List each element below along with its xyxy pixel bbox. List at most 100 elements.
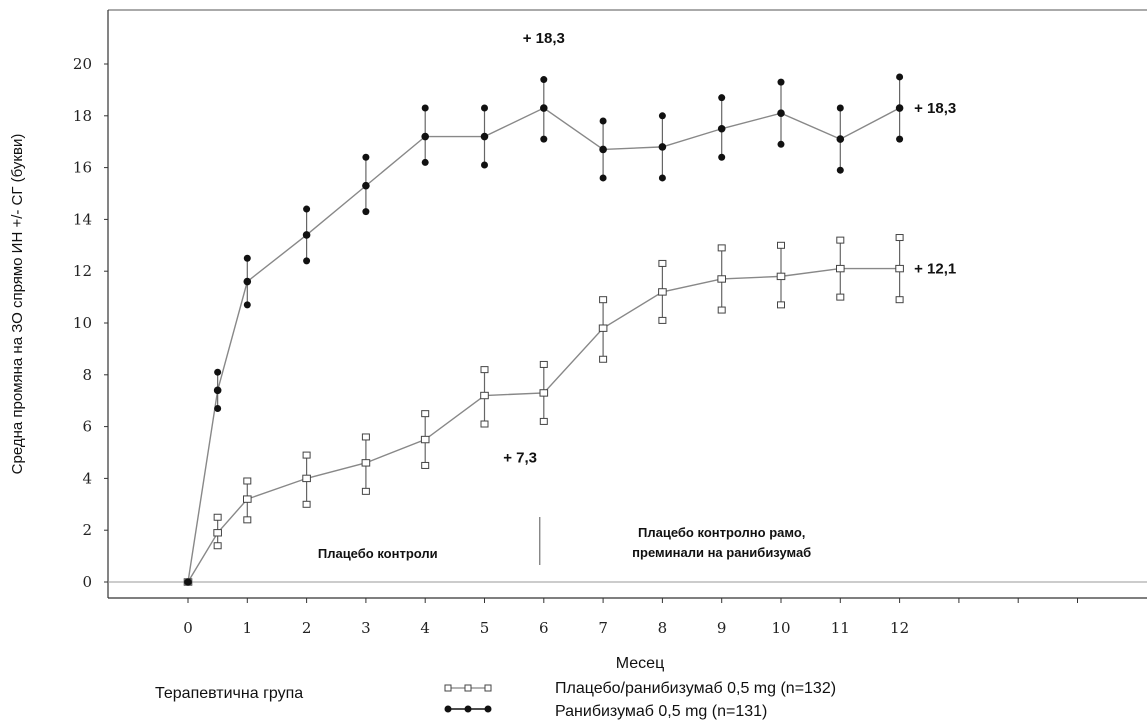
x-tick-label: 1	[243, 619, 253, 637]
data-point	[420, 435, 430, 444]
data-point	[362, 181, 370, 190]
data-point	[302, 231, 311, 239]
data-point	[302, 474, 311, 483]
data-point	[895, 104, 904, 112]
y-tick-label: 4	[82, 469, 92, 487]
error-cap-marker	[302, 500, 311, 508]
error-cap-marker	[540, 76, 548, 84]
series-line	[187, 267, 900, 583]
error-cap-marker	[540, 135, 548, 143]
error-cap-marker	[539, 417, 548, 425]
error-cap-marker	[718, 153, 726, 161]
x-tick-label: 4	[420, 619, 430, 637]
data-point	[599, 145, 607, 154]
error-cap-marker	[243, 516, 252, 524]
data-point	[480, 132, 489, 141]
error-cap-marker	[717, 306, 726, 314]
data-point	[243, 277, 252, 286]
annotation-label: + 7,3	[503, 450, 537, 467]
error-cap-marker	[481, 104, 488, 112]
x-tick-label: 7	[598, 619, 608, 637]
legend-dot	[464, 705, 472, 713]
error-cap-marker	[362, 153, 370, 161]
x-tick-label: 10	[771, 619, 790, 637]
error-cap-marker	[539, 360, 548, 368]
data-point	[421, 132, 430, 141]
legend-title: Терапевтична група	[155, 685, 303, 702]
error-cap-marker	[303, 257, 311, 265]
data-point	[658, 288, 667, 296]
error-cap-marker	[243, 477, 252, 485]
error-cap-marker	[213, 542, 222, 550]
error-cap-marker	[836, 293, 845, 301]
data-point	[213, 386, 222, 395]
y-tick-label: 8	[82, 366, 92, 384]
data-point	[658, 143, 667, 151]
error-cap-marker	[214, 368, 222, 376]
y-tick-label: 14	[73, 210, 92, 228]
error-cap-marker	[836, 104, 844, 112]
error-cap-marker	[658, 316, 667, 324]
error-cap-marker	[777, 241, 785, 249]
legend-square	[484, 684, 492, 692]
region-label-crossover: преминали на ранибизумаб	[632, 545, 811, 560]
legend-square	[464, 684, 472, 692]
annotation-label: + 18,3	[914, 100, 956, 117]
x-tick-label: 0	[183, 619, 193, 637]
y-tick-label: 2	[82, 521, 92, 539]
series-ranibizumab	[184, 73, 904, 586]
error-cap-marker	[361, 487, 370, 495]
series-placebo	[183, 234, 904, 586]
data-point	[776, 272, 786, 281]
error-cap-marker	[421, 410, 430, 418]
error-cap-marker	[480, 420, 489, 428]
data-point	[361, 459, 371, 467]
data-point	[480, 391, 489, 400]
error-cap-marker	[421, 461, 430, 469]
error-cap-marker	[243, 301, 251, 309]
error-cap-marker	[599, 174, 607, 182]
y-tick-label: 20	[73, 55, 92, 73]
error-cap-marker	[599, 117, 607, 125]
error-cap-marker	[658, 112, 666, 120]
error-cap-marker	[718, 94, 726, 102]
data-point	[895, 264, 904, 273]
error-cap-marker	[243, 254, 251, 262]
error-cap-marker	[895, 296, 904, 304]
error-cap-marker	[302, 451, 311, 459]
error-cap-marker	[777, 140, 785, 148]
annotation-label: + 12,1	[914, 261, 956, 278]
error-cap-marker	[361, 433, 370, 441]
y-tick-label: 12	[73, 262, 92, 280]
annotation-label: + 18,3	[523, 30, 565, 47]
legend-dot	[484, 705, 492, 713]
data-point	[184, 578, 192, 586]
error-cap-marker	[599, 355, 608, 363]
data-point	[777, 109, 785, 118]
legend-dot	[444, 705, 452, 713]
error-cap-marker	[480, 366, 489, 374]
region-label-placebo: Плацебо контроли	[318, 546, 438, 561]
error-cap-marker	[717, 244, 726, 252]
data-point	[243, 495, 252, 503]
x-axis-label: Месец	[616, 655, 664, 672]
error-cap-marker	[599, 296, 608, 304]
legend-marker-placebo	[444, 684, 492, 692]
y-tick-label: 16	[73, 159, 92, 177]
x-tick-label: 8	[658, 619, 668, 637]
error-cap-marker	[658, 259, 667, 267]
error-cap-marker	[895, 234, 904, 242]
data-point	[836, 264, 845, 273]
error-cap-marker	[658, 174, 666, 182]
x-tick-label: 2	[302, 619, 312, 637]
error-cap-marker	[836, 166, 844, 174]
region-label-crossover: Плацебо контролно рамо,	[638, 525, 805, 540]
error-cap-marker	[303, 205, 311, 213]
error-cap-marker	[421, 104, 429, 112]
y-tick-label: 6	[82, 418, 92, 436]
x-tick-label: 12	[890, 619, 909, 637]
data-point	[717, 124, 726, 133]
legend-entry-placebo: Плацебо/ранибизумаб 0,5 mg (n=132)	[555, 680, 836, 697]
error-cap-marker	[896, 135, 904, 143]
legend-entry-ranibizumab: Ранибизумаб 0,5 mg (n=131)	[555, 703, 767, 720]
